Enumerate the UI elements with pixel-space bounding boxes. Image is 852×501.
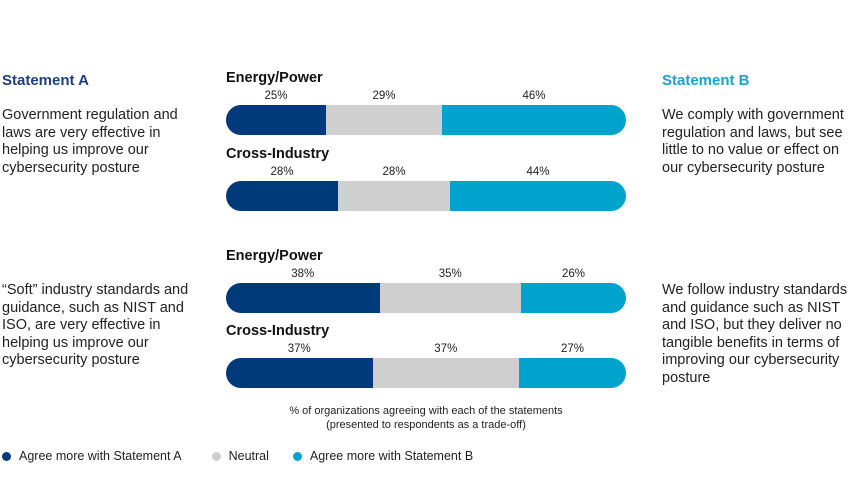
statement-b-text-2: We follow industry standards and guidanc… (662, 282, 848, 386)
bar-4-segment-neutral (372, 358, 520, 388)
bar-4-segment-statement-b (519, 358, 626, 388)
bar-3-segment-statement-a (226, 283, 380, 313)
bar-1-label-statement-a: 25% (264, 90, 288, 102)
group-title-1: Energy/Power (226, 70, 323, 86)
statement-b-text-1: We comply with government regulation and… (662, 107, 844, 176)
bar-2-label-statement-b: 44% (526, 166, 550, 178)
chart-note-line-2: (presented to respondents as a trade-off… (326, 419, 526, 431)
legend-label-statement-a: Agree more with Statement A (19, 449, 182, 463)
legend-dot-neutral-icon (211, 451, 221, 461)
legend-item-neutral: Neutral (211, 449, 269, 463)
group-title-2: Cross-Industry (226, 146, 330, 162)
bar-1-label-neutral: 29% (372, 90, 396, 102)
statement-b-heading: Statement B (662, 72, 750, 89)
statement-a-text-2: “Soft” industry standards and guidance, … (2, 282, 189, 368)
statement-a-heading: Statement A (2, 72, 89, 89)
bar-2-segment-statement-a (226, 181, 338, 211)
bar-3-label-statement-b: 26% (561, 268, 585, 280)
group-title-3: Energy/Power (226, 248, 323, 264)
chart-note: % of organizations agreeing with each of… (226, 404, 626, 432)
bar-3-segment-statement-b (520, 283, 626, 313)
legend-label-statement-b: Agree more with Statement B (309, 449, 474, 463)
stacked-bar-3 (226, 283, 626, 313)
legend-item-statement-b: Agree more with Statement B (292, 449, 474, 463)
bar-2-segment-statement-b (450, 181, 626, 211)
stacked-bar-2 (226, 181, 626, 211)
bar-2-label-neutral: 28% (382, 166, 406, 178)
legend-label-neutral: Neutral (228, 449, 269, 463)
bar-3-segment-neutral (379, 283, 521, 313)
bar-4-label-neutral: 37% (434, 343, 458, 355)
legend-dot-statement-a-icon (2, 451, 11, 461)
bar-2-label-statement-a: 28% (270, 166, 294, 178)
legend-item-statement-a: Agree more with Statement A (2, 449, 182, 463)
bar-2-segment-neutral (338, 181, 450, 211)
statement-a-text-1: Government regulation and laws are very … (2, 107, 178, 176)
bar-1-segment-neutral (326, 105, 442, 135)
bar-3-label-neutral: 35% (438, 268, 462, 280)
stacked-bar-1 (226, 105, 626, 135)
group-title-4: Cross-Industry (226, 323, 330, 339)
bar-4-label-statement-b: 27% (561, 343, 585, 355)
legend: Agree more with Statement A Neutral Agre… (2, 449, 499, 463)
chart-note-line-1: % of organizations agreeing with each of… (289, 405, 563, 417)
bar-3-label-statement-a: 38% (291, 268, 315, 280)
legend-dot-statement-b-icon (292, 451, 302, 461)
bar-4-label-statement-a: 37% (287, 343, 311, 355)
bar-1-label-statement-b: 46% (522, 90, 546, 102)
bar-1-segment-statement-a (226, 105, 326, 135)
bar-4-segment-statement-a (226, 358, 373, 388)
bar-1-segment-statement-b (442, 105, 626, 135)
stacked-bar-4 (226, 358, 626, 388)
